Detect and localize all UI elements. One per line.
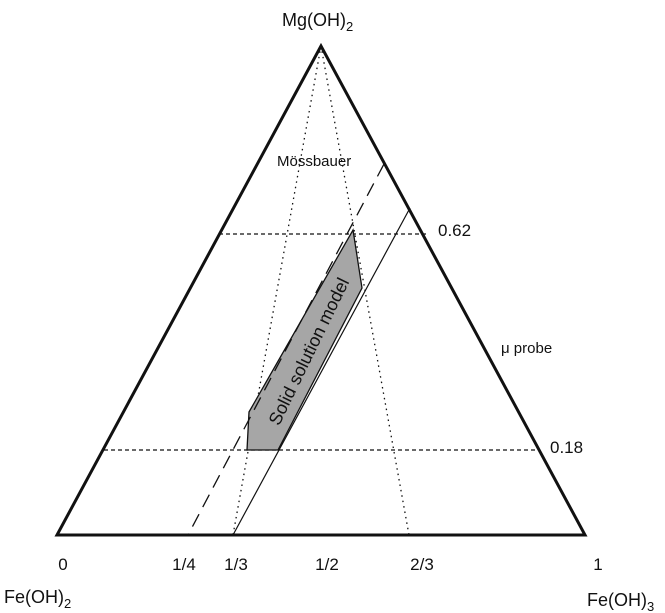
tick-label-half: 1/2 <box>315 555 339 574</box>
dotted-guide-third <box>232 45 322 536</box>
tick-label-1: 1 <box>593 555 602 574</box>
tick-label-quarter: 1/4 <box>172 555 196 574</box>
mu-probe-line <box>232 207 411 536</box>
mossbauer-line <box>187 163 385 536</box>
triangle-outline <box>54 42 588 537</box>
apex-label-top: Mg(OH)2 <box>282 10 353 34</box>
mu-probe-label: μ probe <box>501 340 552 357</box>
region-label: Solid solution model <box>265 275 354 429</box>
solid-solution-region <box>246 228 363 451</box>
level-label-062: 0.62 <box>438 221 471 240</box>
tick-label-third: 1/3 <box>224 555 248 574</box>
tick-label-0: 0 <box>58 555 67 574</box>
mossbauer-label: Mössbauer <box>277 153 351 170</box>
apex-label-left: Fe(OH)2 <box>4 587 71 611</box>
apex-label-right: Fe(OH)3 <box>587 590 654 613</box>
level-label-018: 0.18 <box>550 438 583 457</box>
tick-label-two-thirds: 2/3 <box>410 555 434 574</box>
